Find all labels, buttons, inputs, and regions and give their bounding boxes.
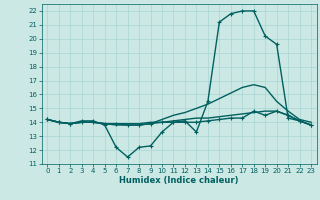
X-axis label: Humidex (Indice chaleur): Humidex (Indice chaleur) [119, 176, 239, 185]
